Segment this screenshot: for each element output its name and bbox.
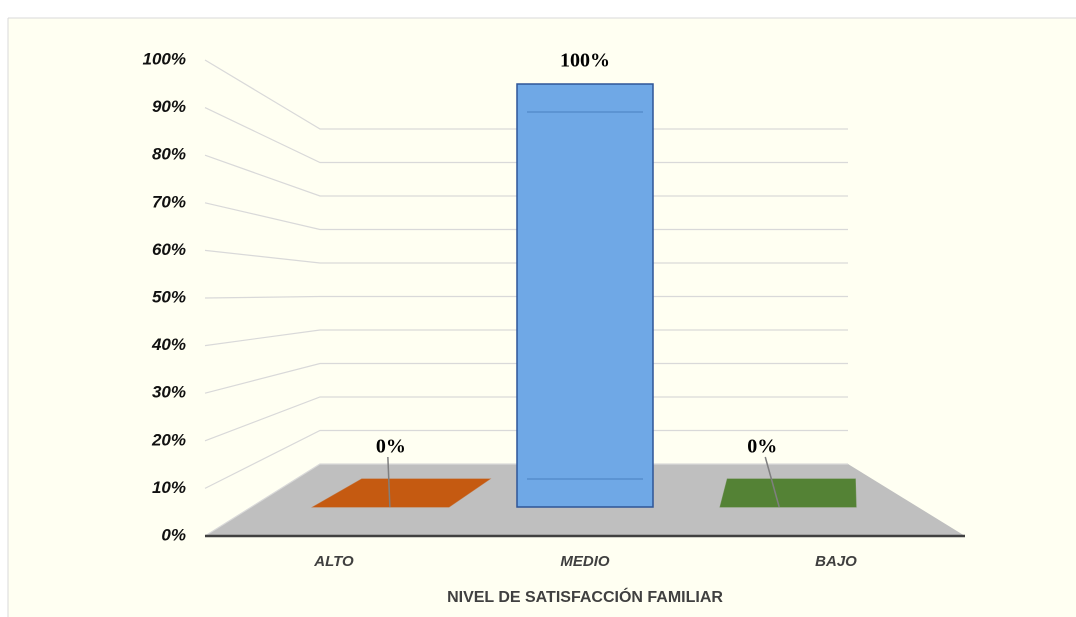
y-tick-label: 30% (152, 383, 186, 402)
x-tick-label: MEDIO (560, 553, 610, 570)
grid-line (204, 295, 848, 299)
data-label: 0% (376, 436, 406, 458)
bar-part (387, 456, 391, 508)
y-tick-label: 100% (143, 49, 186, 68)
y-tick-label: 70% (152, 192, 186, 211)
y-tick-label: 50% (152, 287, 186, 306)
data-label: 0% (747, 436, 777, 458)
x-tick-label: ALTO (313, 553, 354, 570)
grid-line (204, 463, 848, 537)
grid-line (204, 154, 848, 197)
grid-line (204, 107, 848, 164)
x-tick-label: BAJO (815, 553, 857, 570)
y-tick-label: 90% (152, 97, 186, 116)
grid-line (204, 396, 848, 442)
bar (719, 456, 857, 508)
y-tick-label: 0% (161, 525, 186, 544)
grid-line (204, 59, 848, 130)
bar (516, 83, 654, 508)
y-tick-label: 80% (152, 145, 186, 164)
data-label: 100% (560, 50, 610, 72)
bar-part (311, 478, 492, 508)
x-axis-title: NIVEL DE SATISFACCIÓN FAMILIAR (447, 587, 723, 606)
bar-part (719, 478, 857, 508)
bar-part (764, 456, 780, 508)
grid-line (204, 329, 848, 347)
grid-line (204, 249, 848, 264)
grid-line (204, 429, 848, 489)
bar (311, 456, 492, 508)
y-tick-label: 10% (152, 478, 186, 497)
grid-line (204, 202, 848, 231)
y-tick-label: 40% (151, 335, 186, 354)
bar-part (516, 83, 654, 508)
y-tick-label: 20% (151, 430, 186, 449)
grid-line (204, 362, 848, 394)
y-tick-label: 60% (152, 240, 186, 259)
